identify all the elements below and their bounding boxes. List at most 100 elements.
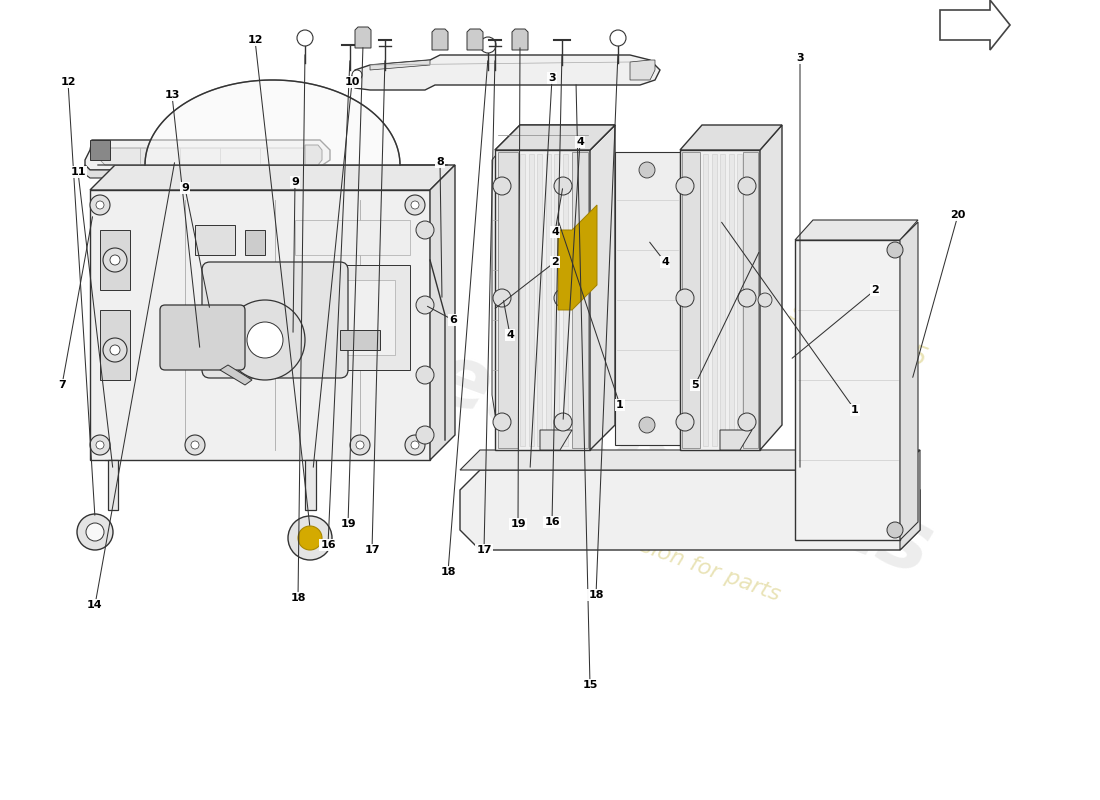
Polygon shape: [720, 154, 725, 446]
Polygon shape: [432, 29, 448, 50]
Polygon shape: [572, 152, 588, 448]
Polygon shape: [682, 152, 700, 448]
Polygon shape: [590, 125, 615, 450]
Polygon shape: [940, 0, 1010, 50]
Polygon shape: [492, 150, 500, 445]
Polygon shape: [295, 220, 410, 255]
Circle shape: [493, 289, 512, 307]
Text: 2: 2: [551, 257, 559, 267]
Polygon shape: [495, 150, 590, 450]
Polygon shape: [563, 154, 568, 446]
Text: 15: 15: [582, 680, 597, 690]
Text: 13: 13: [164, 90, 179, 100]
Polygon shape: [98, 80, 448, 165]
Text: 2: 2: [871, 285, 879, 295]
Polygon shape: [554, 154, 560, 446]
Text: 4: 4: [576, 137, 584, 147]
Circle shape: [758, 293, 772, 307]
Polygon shape: [430, 165, 455, 460]
Text: 16: 16: [544, 517, 560, 527]
Polygon shape: [546, 154, 551, 446]
Circle shape: [352, 70, 362, 80]
Polygon shape: [498, 152, 518, 448]
Polygon shape: [729, 154, 734, 446]
Circle shape: [493, 177, 512, 195]
Circle shape: [103, 338, 127, 362]
Circle shape: [110, 255, 120, 265]
Circle shape: [103, 248, 127, 272]
Polygon shape: [495, 125, 615, 150]
Polygon shape: [630, 60, 654, 80]
Circle shape: [554, 177, 572, 195]
Polygon shape: [220, 365, 252, 385]
Text: 19: 19: [510, 519, 526, 529]
Text: 20: 20: [950, 210, 966, 220]
FancyBboxPatch shape: [202, 262, 348, 378]
Polygon shape: [615, 152, 680, 445]
Polygon shape: [90, 165, 455, 190]
Text: 9: 9: [292, 177, 299, 187]
Circle shape: [416, 426, 434, 444]
Text: 4: 4: [551, 227, 559, 237]
Text: 10: 10: [344, 77, 360, 87]
Polygon shape: [460, 470, 920, 550]
Polygon shape: [520, 154, 525, 446]
Polygon shape: [340, 330, 379, 350]
Polygon shape: [355, 27, 371, 48]
Polygon shape: [737, 154, 742, 446]
Circle shape: [887, 242, 903, 258]
Text: 1: 1: [851, 405, 859, 415]
Text: 7: 7: [58, 380, 66, 390]
Text: 11: 11: [70, 167, 86, 177]
Polygon shape: [900, 450, 920, 550]
Polygon shape: [310, 265, 410, 370]
Circle shape: [411, 441, 419, 449]
Text: a passion for parts: a passion for parts: [581, 515, 783, 605]
Polygon shape: [760, 125, 782, 450]
Text: 4: 4: [661, 257, 669, 267]
Circle shape: [676, 177, 694, 195]
Circle shape: [191, 441, 199, 449]
FancyBboxPatch shape: [160, 305, 245, 370]
Circle shape: [610, 30, 626, 46]
Polygon shape: [795, 220, 918, 240]
Circle shape: [676, 413, 694, 431]
Circle shape: [405, 435, 425, 455]
Text: 12: 12: [248, 35, 263, 45]
Polygon shape: [350, 55, 660, 90]
Circle shape: [110, 345, 120, 355]
Text: 6: 6: [449, 315, 456, 325]
Text: 16: 16: [320, 540, 336, 550]
Polygon shape: [100, 230, 130, 290]
Polygon shape: [742, 152, 758, 448]
Polygon shape: [512, 29, 528, 50]
Polygon shape: [460, 450, 920, 470]
Circle shape: [639, 417, 654, 433]
Text: eurosparts: eurosparts: [420, 335, 944, 593]
Text: 12: 12: [60, 77, 76, 87]
Circle shape: [554, 413, 572, 431]
Polygon shape: [720, 430, 752, 450]
Circle shape: [86, 523, 104, 541]
Circle shape: [738, 413, 756, 431]
Text: 5: 5: [691, 380, 698, 390]
Circle shape: [480, 37, 496, 53]
Polygon shape: [245, 230, 265, 255]
Circle shape: [248, 322, 283, 358]
Polygon shape: [680, 150, 760, 450]
Polygon shape: [305, 460, 316, 510]
Circle shape: [405, 195, 425, 215]
Text: 14: 14: [87, 600, 102, 610]
Circle shape: [676, 289, 694, 307]
Polygon shape: [195, 225, 235, 255]
Text: 17: 17: [476, 545, 492, 555]
Polygon shape: [680, 125, 782, 150]
Text: 17: 17: [364, 545, 380, 555]
Text: 18: 18: [290, 593, 306, 603]
Polygon shape: [537, 154, 542, 446]
Polygon shape: [495, 125, 615, 150]
Text: 9: 9: [182, 183, 189, 193]
Polygon shape: [90, 140, 110, 160]
Text: 3: 3: [796, 53, 804, 63]
Polygon shape: [558, 205, 597, 310]
